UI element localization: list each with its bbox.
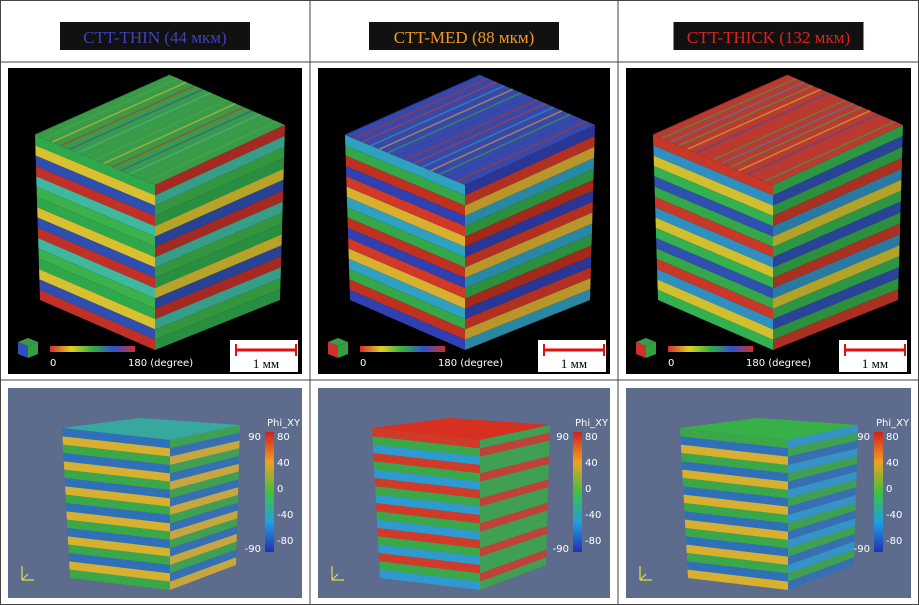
scale-label: 1 мм [561, 356, 587, 371]
legend-tick: -80 [886, 536, 902, 547]
legend-tick: -40 [585, 510, 601, 521]
legend-min: -90 [553, 544, 569, 555]
legend-max: 90 [556, 432, 569, 443]
legend-tick: 40 [585, 458, 598, 469]
legend-tick: -40 [277, 510, 293, 521]
legend-tick: 40 [277, 458, 290, 469]
legend-min: -90 [854, 544, 870, 555]
legend-tick: 0 [886, 484, 892, 495]
colorbar [668, 346, 753, 352]
colorbar-max: 180 (degree) [128, 358, 193, 369]
legend-title: Phi_XY [267, 418, 301, 429]
figure: CTT-THIN (44 мкм) 0 180 (degree) 1 мм Phi_XY… [0, 0, 919, 605]
legend-tick: -80 [585, 536, 601, 547]
colorbar-min: 0 [360, 358, 366, 369]
legend-tick: 0 [585, 484, 591, 495]
header: CTT-THICK (132 мкм) [687, 28, 850, 47]
legend-tick: 0 [277, 484, 283, 495]
legend-max: 90 [857, 432, 870, 443]
colorbar-max: 180 (degree) [438, 358, 503, 369]
colorbar [360, 346, 445, 352]
legend-bar [573, 432, 582, 552]
colorbar-max: 180 (degree) [746, 358, 811, 369]
legend-bar [874, 432, 883, 552]
legend-tick: 80 [277, 432, 290, 443]
header: CTT-MED (88 мкм) [394, 28, 535, 47]
legend-title: Phi_XY [575, 418, 609, 429]
colorbar-min: 0 [50, 358, 56, 369]
legend-min: -90 [245, 544, 261, 555]
legend-max: 90 [248, 432, 261, 443]
legend-tick: 80 [886, 432, 899, 443]
scale-label: 1 мм [862, 356, 888, 371]
scale-label: 1 мм [253, 356, 279, 371]
colorbar-min: 0 [668, 358, 674, 369]
header: CTT-THIN (44 мкм) [83, 28, 226, 47]
legend-tick: -40 [886, 510, 902, 521]
legend-bar [265, 432, 274, 552]
legend-title: Phi_XY [876, 418, 910, 429]
legend-tick: 40 [886, 458, 899, 469]
legend-tick: 80 [585, 432, 598, 443]
colorbar [50, 346, 135, 352]
legend-tick: -80 [277, 536, 293, 547]
